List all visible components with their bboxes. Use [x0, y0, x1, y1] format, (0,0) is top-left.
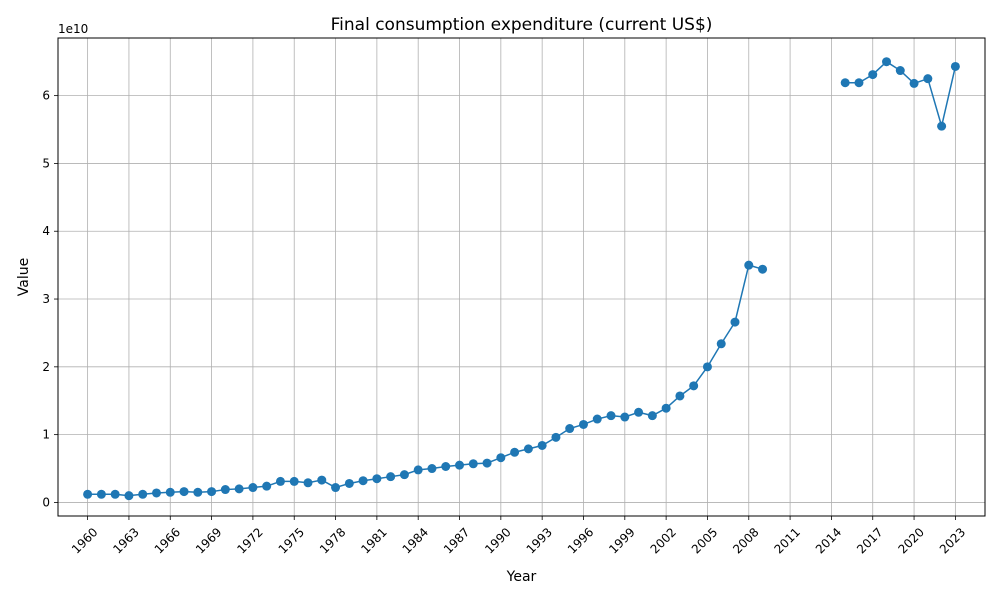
- plot-area: [57, 37, 986, 517]
- data-point: [372, 474, 382, 484]
- data-point: [840, 78, 850, 88]
- data-point: [620, 412, 630, 422]
- data-point: [744, 260, 754, 270]
- data-point: [165, 487, 175, 497]
- data-point: [413, 465, 423, 475]
- y-tick-label: 1: [42, 428, 50, 442]
- y-tick-label: 3: [42, 292, 50, 306]
- x-tick-label: 2011: [772, 525, 803, 556]
- data-point: [386, 472, 396, 482]
- data-point: [523, 444, 533, 454]
- x-tick-label: 1981: [358, 525, 389, 556]
- data-point: [716, 339, 726, 349]
- y-tick-label: 2: [42, 360, 50, 374]
- y-axis-label: Value: [16, 258, 32, 296]
- data-point: [262, 481, 272, 491]
- data-point: [441, 462, 451, 472]
- x-tick-label: 1993: [524, 525, 555, 556]
- data-point: [468, 459, 478, 469]
- data-point: [344, 478, 354, 488]
- x-tick-label: 1984: [400, 525, 431, 556]
- x-tick-label: 1972: [234, 525, 265, 556]
- series: [83, 57, 960, 501]
- data-point: [937, 121, 947, 131]
- data-point: [482, 458, 492, 468]
- data-point: [234, 484, 244, 494]
- x-tick-label: 1960: [69, 525, 100, 556]
- data-point: [661, 403, 671, 413]
- data-point: [689, 381, 699, 391]
- x-axis-label: Year: [506, 569, 537, 585]
- data-point: [275, 476, 285, 486]
- data-point: [634, 407, 644, 417]
- x-tick-label: 1999: [606, 525, 637, 556]
- data-point: [895, 66, 905, 76]
- x-tick-label: 2023: [937, 525, 968, 556]
- data-point: [909, 78, 919, 88]
- data-point: [455, 460, 465, 470]
- data-point: [537, 440, 547, 450]
- x-tick-label: 2020: [895, 525, 926, 556]
- data-point: [179, 487, 189, 497]
- data-point: [923, 74, 933, 84]
- data-point: [510, 447, 520, 457]
- data-point: [317, 475, 327, 485]
- x-tick-label: 2017: [854, 525, 885, 556]
- data-point: [207, 487, 217, 497]
- x-axis: 1960 1963 1966 1969 1972 1975 1978 1981 1984 1987…: [69, 516, 968, 557]
- x-tick-label: 1969: [193, 525, 224, 556]
- data-point: [758, 264, 768, 274]
- data-point: [358, 476, 368, 486]
- data-point: [110, 489, 120, 499]
- y-offset-label: 1e10: [58, 22, 88, 36]
- data-point: [138, 489, 148, 499]
- data-point: [950, 61, 960, 71]
- x-tick-label: 1987: [441, 525, 472, 556]
- data-point: [854, 78, 864, 88]
- data-point: [193, 487, 203, 497]
- grid: [58, 38, 985, 516]
- data-point: [578, 419, 588, 429]
- data-point: [83, 489, 93, 499]
- data-point: [606, 411, 616, 421]
- data-point: [289, 476, 299, 486]
- x-tick-label: 2005: [689, 525, 720, 556]
- data-point: [675, 391, 685, 401]
- data-point: [96, 489, 106, 499]
- x-tick-label: 2008: [730, 525, 761, 556]
- data-point: [592, 414, 602, 424]
- x-tick-label: 1963: [110, 525, 141, 556]
- data-point: [427, 464, 437, 474]
- data-point: [551, 432, 561, 442]
- data-point: [248, 483, 258, 493]
- data-point: [868, 70, 878, 80]
- data-point: [399, 470, 409, 480]
- x-tick-label: 1990: [482, 525, 513, 556]
- x-tick-label: 1996: [565, 525, 596, 556]
- y-tick-label: 6: [42, 89, 50, 103]
- data-point: [496, 453, 506, 463]
- data-point: [647, 411, 657, 421]
- x-tick-label: 1978: [317, 525, 348, 556]
- data-point: [702, 362, 712, 372]
- x-tick-label: 2002: [648, 525, 679, 556]
- series-line: [87, 264, 763, 497]
- data-point: [303, 478, 313, 488]
- data-point: [124, 491, 134, 501]
- data-point: [565, 424, 575, 434]
- x-tick-label: 2014: [813, 525, 844, 556]
- x-tick-label: 1975: [276, 525, 307, 556]
- data-point: [730, 317, 740, 327]
- chart-title: Final consumption expenditure (current U…: [331, 15, 713, 35]
- data-point: [882, 57, 892, 67]
- y-axis: 0 1 2 3 4 5 6: [42, 89, 58, 509]
- y-tick-label: 5: [42, 156, 50, 170]
- data-point: [331, 483, 341, 493]
- y-tick-label: 0: [42, 495, 50, 509]
- data-point: [220, 485, 230, 495]
- x-tick-label: 1966: [152, 525, 183, 556]
- data-point: [151, 488, 161, 498]
- y-tick-label: 4: [42, 224, 50, 238]
